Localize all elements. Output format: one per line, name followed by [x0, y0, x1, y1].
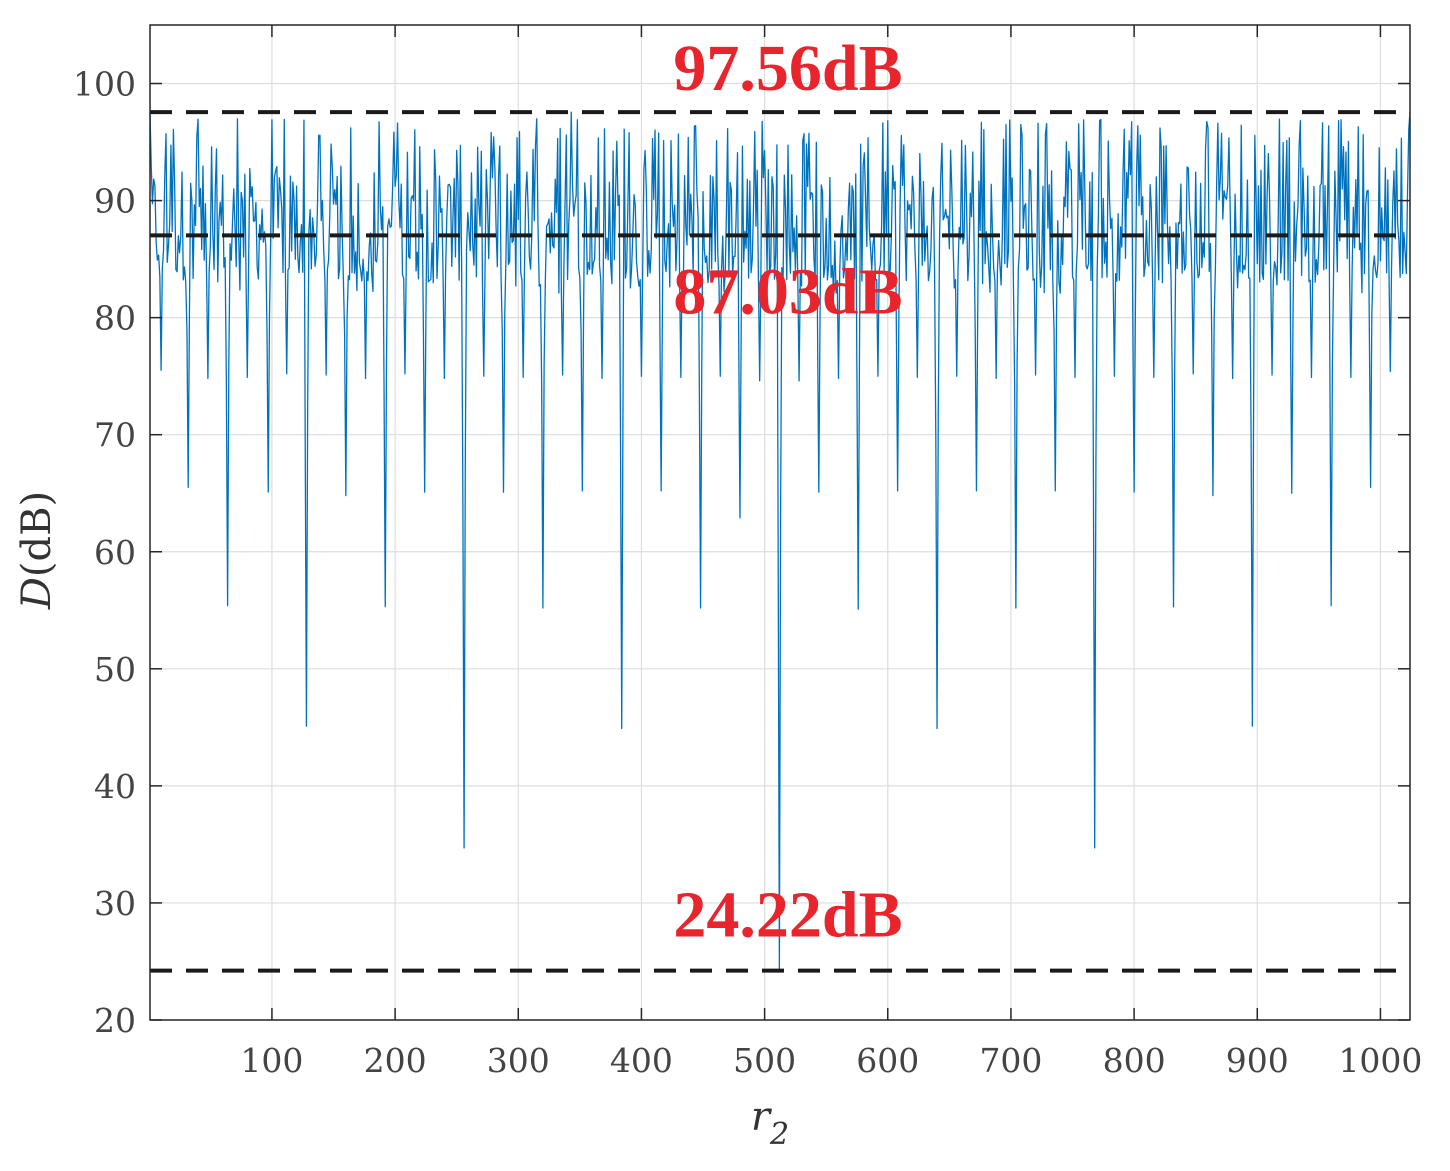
- y-tick-label: 20: [94, 1001, 136, 1040]
- annotations: 97.56dB 87.03dB 24.22dB: [673, 32, 902, 952]
- y-axis-label-unit: (dB): [14, 491, 60, 577]
- x-tick-label: 100: [240, 1041, 303, 1080]
- x-axis-label-subscript: 2: [769, 1117, 789, 1152]
- reference-annotation: 24.22dB: [673, 879, 902, 952]
- x-tick-label: 900: [1226, 1041, 1289, 1080]
- x-tick-label: 300: [487, 1041, 550, 1080]
- x-axis-label-main: r: [751, 1094, 773, 1140]
- x-tick-label: 500: [733, 1041, 796, 1080]
- y-tick-label: 70: [94, 416, 136, 455]
- y-tick-label: 100: [73, 65, 136, 104]
- x-tick-label: 400: [610, 1041, 673, 1080]
- x-axis-label: r2: [751, 1094, 789, 1152]
- reference-annotation: 87.03dB: [673, 255, 902, 328]
- y-tick-label: 50: [94, 650, 136, 689]
- x-tick-label: 1000: [1338, 1041, 1422, 1080]
- y-tick-label: 80: [94, 299, 136, 338]
- plot-frame: [149, 24, 1411, 1021]
- x-tick-label: 700: [979, 1041, 1042, 1080]
- ticks: 100 200 300 400 500 600 700 800 900 1000 20 30 40 50 6…: [73, 25, 1422, 1080]
- y-tick-label: 60: [94, 533, 136, 572]
- y-axis-label-symbol: D: [14, 577, 60, 610]
- reference-annotation: 97.56dB: [673, 32, 902, 105]
- y-tick-label: 30: [94, 884, 136, 923]
- y-tick-label: 40: [94, 767, 136, 806]
- series-line: [149, 111, 1411, 972]
- reference-lines: [150, 110, 1398, 973]
- x-tick-label: 600: [856, 1041, 919, 1080]
- y-axis-label: D(dB): [14, 491, 60, 610]
- y-tick-label: 90: [94, 182, 136, 221]
- x-tick-label: 800: [1103, 1041, 1166, 1080]
- data-layer: [149, 111, 1411, 972]
- x-tick-label: 200: [364, 1041, 427, 1080]
